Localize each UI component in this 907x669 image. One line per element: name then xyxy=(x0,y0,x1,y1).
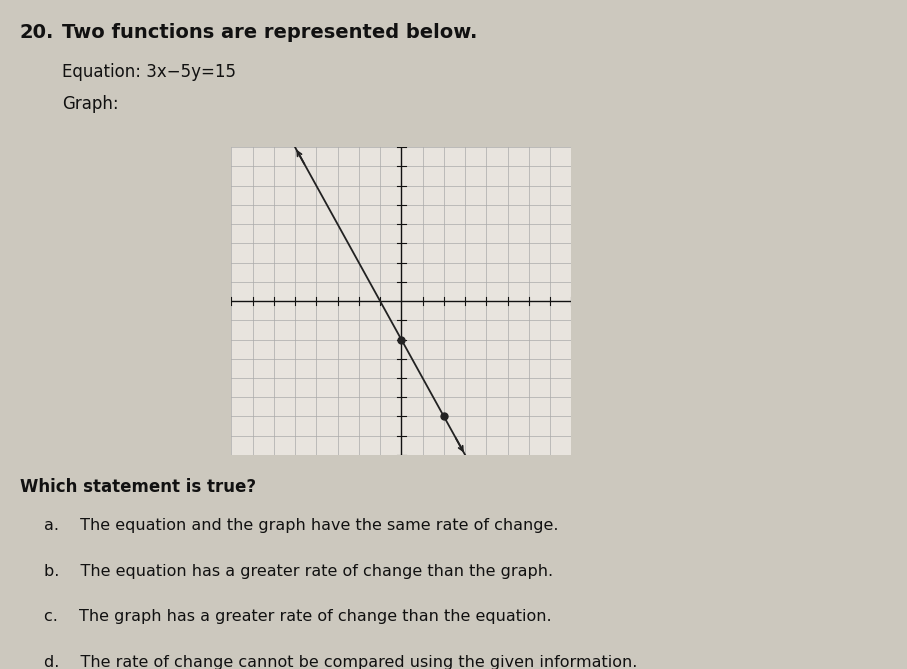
Text: 20.: 20. xyxy=(20,23,54,42)
Point xyxy=(436,411,451,421)
Text: d.  The rate of change cannot be compared using the given information.: d. The rate of change cannot be compared… xyxy=(44,655,637,669)
Text: Equation: 3x−5y=15: Equation: 3x−5y=15 xyxy=(62,63,236,81)
Text: b.  The equation has a greater rate of change than the graph.: b. The equation has a greater rate of ch… xyxy=(44,564,552,579)
Text: c.  The graph has a greater rate of change than the equation.: c. The graph has a greater rate of chang… xyxy=(44,609,551,624)
Text: Which statement is true?: Which statement is true? xyxy=(20,478,256,496)
Text: a.  The equation and the graph have the same rate of change.: a. The equation and the graph have the s… xyxy=(44,518,558,533)
Point xyxy=(394,334,408,345)
Text: Two functions are represented below.: Two functions are represented below. xyxy=(62,23,477,42)
Text: Graph:: Graph: xyxy=(62,95,118,113)
